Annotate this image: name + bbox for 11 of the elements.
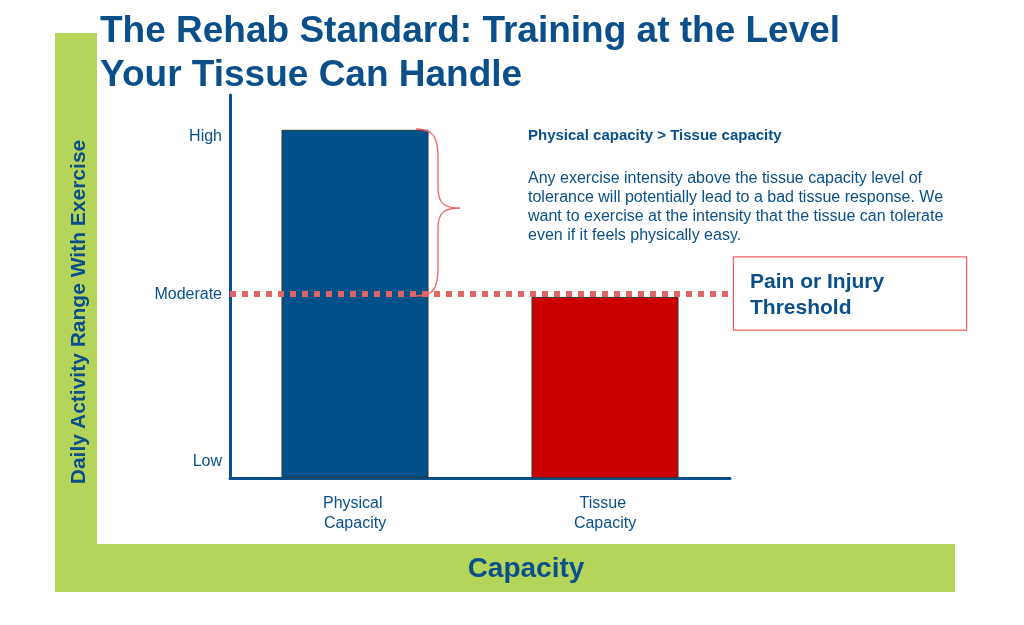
text: High — [189, 127, 222, 145]
x-axis-title: Capacity — [467, 552, 585, 584]
text: Daily Activity Range With Exercise — [66, 139, 90, 485]
text: Low — [192, 452, 222, 470]
annotation: Physical capacity > Tissue capacity — [528, 126, 782, 143]
ref-line-label: Pain or Injury Threshold — [750, 268, 891, 318]
chart-title: The Rehab Standard: Training at the Level Your Tissue Can Handle — [100, 8, 842, 96]
text: Moderate — [154, 285, 222, 303]
x-tick-label: Physical Capacity — [322, 493, 388, 531]
x-tick-label: Tissue Capacity — [573, 493, 637, 531]
annotation: Any exercise intensity above the tissue capacity level of tolerance will potentially lead to a bad tissue response. We want to exercise at the intensity that the tissue can tolerate even if it feels physically easy. — [528, 168, 945, 244]
